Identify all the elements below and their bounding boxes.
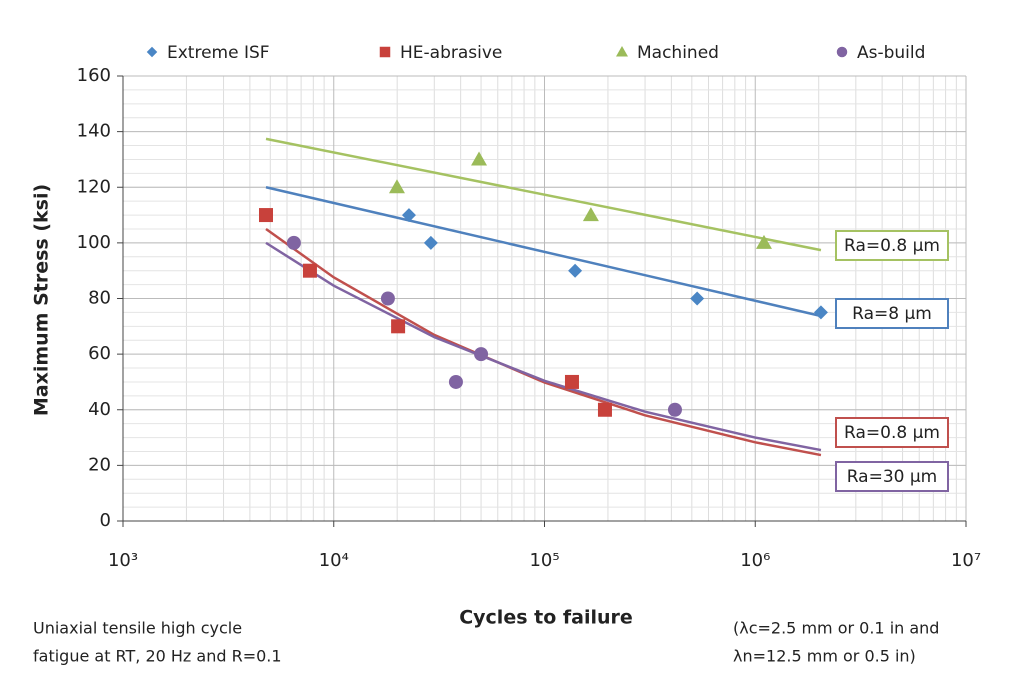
point [568,263,583,278]
point [667,402,682,417]
legend-marker [836,46,848,58]
y-tick-label: 80 [88,288,111,309]
legend-marker [146,46,158,58]
point [582,207,599,222]
label-box [835,461,949,492]
note: Uniaxial tensile high cycle [33,619,242,638]
trend-line [265,186,822,318]
point [286,235,301,250]
point [564,374,579,389]
label-box [835,298,949,329]
x-tick-label: 10⁶ [740,550,770,571]
point [401,208,416,223]
y-axis-label: Maximum Stress (ksi) [31,184,53,416]
point [380,291,395,306]
point [474,347,489,362]
x-tick-label: 10⁴ [319,550,349,571]
x-tick-label: 10⁷ [951,550,981,571]
trend-label: Ra=8 μm [852,304,932,324]
trend-label: Ra=0.8 μm [844,423,940,443]
note: λn=12.5 mm or 0.5 in) [733,647,916,666]
point [423,235,438,250]
trend-line [265,227,822,457]
legend-marker [616,46,628,57]
trend-label: Ra=0.8 μm [844,236,940,256]
legend-label: Extreme ISF [167,43,270,63]
x-tick-label: 10⁵ [529,550,559,571]
point [448,374,463,389]
trend-line [265,137,822,252]
x-tick-label: 10³ [108,550,138,571]
y-tick-label: 60 [88,343,111,364]
y-tick-label: 140 [77,121,111,142]
point [690,291,705,306]
point [471,151,488,166]
point [391,319,406,334]
legend-label: Machined [637,43,719,63]
point [258,208,273,223]
point [388,179,405,194]
trend-line [265,241,822,452]
point [597,402,612,417]
point [813,305,828,320]
y-tick-label: 0 [100,510,111,531]
x-axis-label: Cycles to failure [459,607,633,629]
y-tick-label: 40 [88,399,111,420]
point [755,234,772,249]
y-tick-label: 100 [77,232,111,253]
trend-label: Ra=30 μm [847,467,938,487]
y-tick-label: 160 [77,65,111,86]
note: (λc=2.5 mm or 0.1 in and [733,619,939,638]
legend-label: HE-abrasive [400,43,502,63]
y-tick-label: 120 [77,176,111,197]
point [302,263,317,278]
label-box [835,230,949,261]
label-box [835,417,949,448]
y-tick-label: 20 [88,454,111,475]
note: fatigue at RT, 20 Hz and R=0.1 [33,647,282,666]
legend-label: As-build [857,43,925,63]
legend-marker [379,46,391,58]
